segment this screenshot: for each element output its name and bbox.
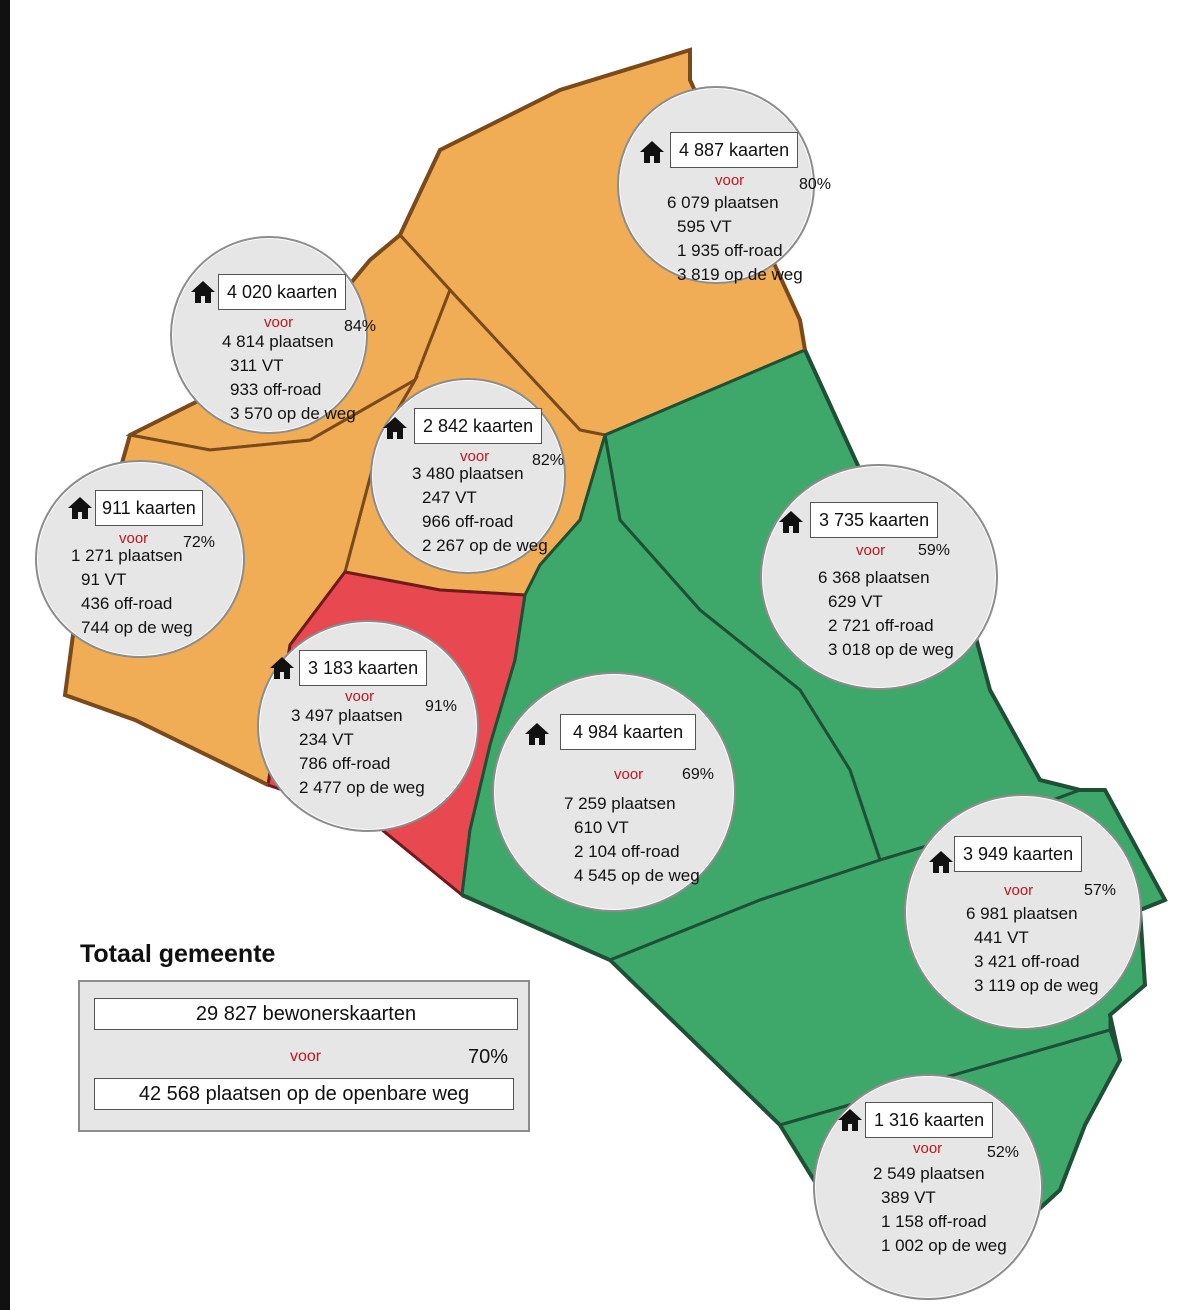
kaarten-label: 3 183 kaarten (299, 650, 428, 686)
plaatsen-label: 1 271 plaatsen (71, 546, 183, 565)
district-bubble-red: 3 183 kaarten voor 91% 3 497 plaatsen 23… (257, 620, 479, 832)
house-icon (270, 657, 294, 679)
percentage-label: 91% (425, 698, 458, 715)
op-de-weg-label: 3 018 op de weg (828, 640, 954, 659)
op-de-weg-label: 4 545 op de weg (574, 866, 700, 885)
kaarten-label: 3 949 kaarten (954, 836, 1083, 872)
percentage-label: 80% (799, 176, 832, 193)
district-bubble-s: 1 316 kaarten voor 52% 2 549 plaatsen 38… (813, 1074, 1043, 1300)
house-icon (525, 723, 549, 745)
vt-label: 629 VT (828, 592, 883, 611)
district-bubble-e: 3 735 kaarten voor 59% 6 368 plaatsen 62… (760, 464, 998, 690)
percentage-label: 72% (183, 534, 216, 551)
offroad-label: 966 off-road (422, 512, 514, 531)
district-bubble-mid: 4 984 kaarten voor 69% 7 259 plaatsen 61… (492, 672, 736, 912)
plaatsen-label: 3 497 plaatsen (291, 706, 403, 725)
op-de-weg-label: 1 002 op de weg (881, 1236, 1007, 1255)
percentage-label: 69% (682, 766, 715, 783)
voor-label: voor (345, 688, 375, 705)
totaal-plaatsen: 42 568 plaatsen op de openbare weg (94, 1078, 514, 1110)
district-bubble-se: 3 949 kaarten voor 57% 6 981 plaatsen 44… (904, 794, 1142, 1030)
vt-label: 234 VT (299, 730, 354, 749)
totaal-voor-label: voor (290, 1048, 322, 1065)
plaatsen-label: 6 368 plaatsen (818, 568, 930, 587)
vt-label: 91 VT (81, 570, 127, 589)
totaal-percentage: 70% (468, 1046, 509, 1068)
plaatsen-label: 4 814 plaatsen (222, 332, 334, 351)
plaatsen-label: 3 480 plaatsen (412, 464, 524, 483)
percentage-label: 82% (532, 452, 565, 469)
page-left-border (0, 0, 10, 1310)
percentage-label: 59% (918, 542, 951, 559)
district-bubble-w: 911 kaarten voor 72% 1 271 plaatsen 91 V… (35, 460, 245, 658)
vt-label: 247 VT (422, 488, 477, 507)
op-de-weg-label: 2 477 op de weg (299, 778, 425, 797)
totaal-bewonerskaarten: 29 827 bewonerskaarten (94, 998, 518, 1030)
house-icon (383, 417, 407, 439)
voor-label: voor (460, 448, 490, 465)
house-icon (929, 851, 953, 873)
district-bubble-c: 2 842 kaarten voor 82% 3 480 plaatsen 24… (370, 378, 566, 574)
totaal-title: Totaal gemeente (80, 940, 276, 968)
kaarten-label: 3 735 kaarten (810, 502, 939, 538)
house-icon (838, 1109, 862, 1131)
offroad-label: 933 off-road (230, 380, 322, 399)
kaarten-label: 1 316 kaarten (865, 1102, 994, 1138)
op-de-weg-label: 3 119 op de weg (974, 976, 1099, 995)
voor-label: voor (119, 530, 149, 547)
offroad-label: 3 421 off-road (974, 952, 1080, 971)
offroad-label: 2 104 off-road (574, 842, 680, 861)
kaarten-label: 911 kaarten (95, 490, 203, 526)
house-icon (779, 511, 803, 533)
offroad-label: 1 158 off-road (881, 1212, 987, 1231)
vt-label: 441 VT (974, 928, 1029, 947)
voor-label: voor (1004, 882, 1034, 899)
op-de-weg-label: 2 267 op de weg (422, 536, 548, 555)
op-de-weg-label: 744 op de weg (81, 618, 193, 637)
voor-label: voor (264, 314, 294, 331)
kaarten-label: 2 842 kaarten (414, 408, 543, 444)
kaarten-label: 4 887 kaarten (670, 132, 799, 168)
kaarten-label: 4 984 kaarten (560, 714, 697, 750)
vt-label: 595 VT (677, 217, 732, 236)
offroad-label: 436 off-road (81, 594, 173, 613)
offroad-label: 786 off-road (299, 754, 391, 773)
district-bubble-nw: 4 020 kaarten voor 84% 4 814 plaatsen 31… (170, 236, 376, 434)
house-icon (640, 141, 664, 163)
plaatsen-label: 2 549 plaatsen (873, 1164, 985, 1183)
offroad-label: 1 935 off-road (677, 241, 783, 260)
totaal-box: 29 827 bewonerskaarten voor 70% 42 568 p… (78, 980, 530, 1132)
voor-label: voor (614, 766, 644, 783)
percentage-label: 84% (344, 318, 377, 335)
house-icon (191, 281, 215, 303)
op-de-weg-label: 3 819 op de weg (677, 265, 803, 284)
voor-label: voor (856, 542, 886, 559)
percentage-label: 52% (987, 1144, 1020, 1161)
plaatsen-label: 6 079 plaatsen (667, 193, 779, 212)
house-icon (68, 497, 92, 519)
kaarten-label: 4 020 kaarten (218, 274, 347, 310)
vt-label: 389 VT (881, 1188, 936, 1207)
plaatsen-label: 7 259 plaatsen (564, 794, 676, 813)
voor-label: voor (715, 172, 745, 189)
voor-label: voor (913, 1140, 943, 1157)
plaatsen-label: 6 981 plaatsen (966, 904, 1078, 923)
district-bubble-ne: 4 887 kaarten voor 80% 6 079 plaatsen 59… (617, 86, 831, 284)
vt-label: 610 VT (574, 818, 629, 837)
op-de-weg-label: 3 570 op de weg (230, 404, 356, 423)
vt-label: 311 VT (230, 356, 284, 375)
percentage-label: 57% (1084, 882, 1117, 899)
offroad-label: 2 721 off-road (828, 616, 934, 635)
